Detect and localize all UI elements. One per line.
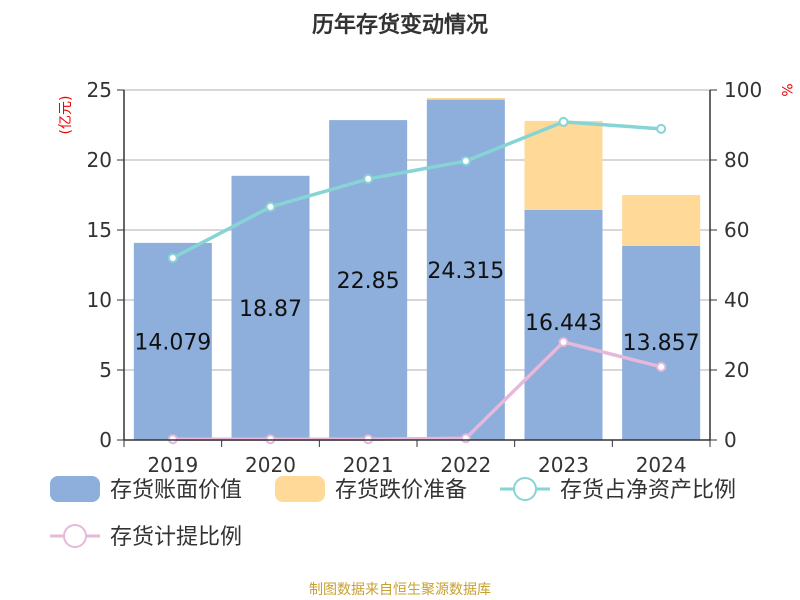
bar-reserve <box>426 97 505 100</box>
x-tick-label: 2022 <box>440 453 491 477</box>
x-tick-label: 2024 <box>636 453 687 477</box>
bar-data-label: 18.87 <box>239 297 302 322</box>
y-right-tick-label: 100 <box>724 78 762 102</box>
legend-marker <box>513 477 537 501</box>
y-right-label: % <box>778 83 794 96</box>
y-right-tick-label: 20 <box>724 358 749 382</box>
y-left-tick-label: 5 <box>99 358 112 382</box>
line-point <box>656 361 667 372</box>
y-left-tick-label: 20 <box>87 148 112 172</box>
y-left-tick-label: 25 <box>87 78 112 102</box>
x-tick-label: 2020 <box>245 453 296 477</box>
line-series <box>172 120 662 260</box>
y-right-tick-label: 0 <box>724 428 737 452</box>
legend-label: 存货账面价值 <box>110 478 242 503</box>
chart-title: 历年存货变动情况 <box>312 12 488 38</box>
line-point <box>558 337 569 347</box>
bar-book-value <box>133 242 212 440</box>
x-tick-label: 2019 <box>147 453 198 477</box>
legend-marker <box>63 524 87 548</box>
bar-data-label: 13.857 <box>623 331 700 356</box>
y-right-tick-label: 40 <box>724 288 749 312</box>
x-tick-label: 2023 <box>538 453 589 477</box>
legend-swatch <box>275 476 325 502</box>
x-tick-label: 2021 <box>343 453 394 477</box>
y-left-tick-label: 15 <box>87 218 112 242</box>
bar-data-label: 22.85 <box>337 269 400 294</box>
bar-data-label: 24.315 <box>427 259 504 284</box>
y-left-tick-label: 0 <box>99 428 112 452</box>
line-point <box>167 253 178 263</box>
footer-source: 制图数据来自恒生聚源数据库 <box>309 582 491 598</box>
line-point <box>460 433 471 444</box>
legend-label: 存货占净资产比例 <box>560 478 736 503</box>
bar-data-label: 16.443 <box>525 311 602 336</box>
line-point <box>558 116 569 127</box>
bar-data-label: 14.079 <box>134 330 211 355</box>
y-left-tick-label: 10 <box>87 288 112 312</box>
y-left-label: (亿元) <box>58 96 74 135</box>
y-right-tick-label: 60 <box>724 218 749 242</box>
line-point <box>460 156 471 167</box>
legend-swatch <box>50 476 100 502</box>
line-point <box>656 123 667 134</box>
bar-book-value <box>622 246 701 440</box>
legend-label: 存货跌价准备 <box>335 478 467 503</box>
bar-reserve <box>524 120 603 210</box>
line-point <box>363 173 374 184</box>
bar-reserve <box>622 195 701 247</box>
y-right-tick-label: 80 <box>724 148 749 172</box>
line-point <box>265 201 276 212</box>
bar-book-value <box>524 209 603 440</box>
legend-label: 存货计提比例 <box>110 525 242 550</box>
